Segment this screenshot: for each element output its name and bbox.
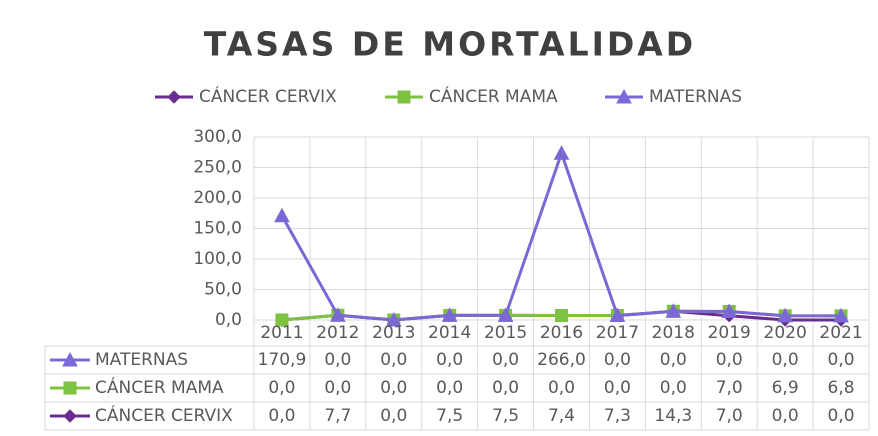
table-legend-marker: [63, 381, 77, 395]
legend-label: CÁNCER MAMA: [429, 85, 558, 107]
data-point: [777, 307, 793, 323]
table-value: 7,3: [604, 406, 631, 426]
y-tick-label: 100,0: [193, 249, 242, 269]
data-point: [555, 308, 568, 322]
legend-marker: [616, 88, 632, 104]
x-tick-label: 2012: [316, 323, 359, 343]
table-value: 0,0: [660, 378, 687, 398]
table-value: 0,0: [324, 378, 351, 398]
table-value: 0,0: [828, 350, 855, 370]
data-point: [274, 207, 290, 223]
y-tick-label: 200,0: [193, 188, 242, 208]
legend-label: MATERNAS: [649, 87, 742, 107]
table-value: 0,0: [436, 350, 463, 370]
data-point: [609, 307, 626, 323]
table-value: 7,0: [716, 378, 743, 398]
table-value: 6,8: [828, 378, 855, 398]
table-value: 0,0: [380, 406, 407, 426]
table-legend-marker: [62, 351, 78, 367]
data-point: [330, 307, 346, 322]
table-value: 0,0: [604, 350, 631, 370]
legend-marker: [167, 90, 181, 104]
legend-label: CÁNCER CERVIX: [199, 85, 337, 107]
table-value: 7,4: [548, 406, 575, 426]
x-tick-label: 2016: [540, 323, 583, 343]
x-tick-label: 2021: [819, 323, 862, 343]
table-value: 0,0: [772, 350, 799, 370]
x-tick-label: 2017: [596, 323, 639, 343]
x-tick-label: 2020: [764, 323, 807, 343]
table-value: 0,0: [268, 406, 295, 426]
table-value: 170,9: [258, 350, 307, 370]
table-value: 0,0: [492, 350, 519, 370]
table-value: 0,0: [604, 378, 631, 398]
table-value: 0,0: [772, 406, 799, 426]
x-tick-label: 2019: [708, 323, 751, 343]
data-point: [553, 145, 570, 160]
y-tick-label: 250,0: [193, 158, 242, 178]
table-row-label: MATERNAS: [95, 350, 188, 370]
y-tick-label: 0,0: [215, 310, 242, 330]
table-value: 7,5: [492, 406, 519, 426]
y-tick-label: 300,0: [193, 127, 242, 147]
table-value: 0,0: [660, 350, 687, 370]
table-row-label: CÁNCER CERVIX: [95, 404, 233, 426]
y-tick-label: 150,0: [193, 219, 242, 239]
table-legend-marker: [63, 409, 77, 423]
x-tick-label: 2013: [372, 323, 415, 343]
table-value: 14,3: [654, 406, 692, 426]
table-value: 0,0: [324, 350, 351, 370]
data-point: [721, 303, 738, 318]
x-tick-label: 2015: [484, 323, 527, 343]
x-tick-label: 2014: [428, 323, 471, 343]
data-point: [385, 311, 402, 327]
table-row-label: CÁNCER MAMA: [95, 376, 224, 398]
table-value: 0,0: [436, 378, 463, 398]
data-point: [441, 307, 458, 322]
table-value: 0,0: [380, 378, 407, 398]
table-value: 6,9: [772, 378, 799, 398]
table-value: 0,0: [716, 350, 743, 370]
table-value: 266,0: [537, 350, 586, 370]
chart-title: TASAS DE MORTALIDAD: [204, 25, 696, 64]
legend-marker: [397, 90, 411, 104]
table-value: 0,0: [492, 378, 519, 398]
data-point: [497, 307, 514, 322]
table-value: 0,0: [380, 350, 407, 370]
data-point: [275, 313, 289, 327]
table-value: 0,0: [828, 406, 855, 426]
table-value: 0,0: [268, 378, 295, 398]
table-value: 7,5: [436, 406, 463, 426]
x-tick-label: 2018: [652, 323, 695, 343]
table-value: 7,7: [324, 406, 351, 426]
table-value: 0,0: [548, 378, 575, 398]
y-tick-label: 50,0: [204, 280, 242, 300]
x-tick-label: 2011: [260, 323, 303, 343]
table-value: 7,0: [716, 406, 743, 426]
data-point: [665, 303, 682, 318]
data-point: [833, 307, 849, 323]
